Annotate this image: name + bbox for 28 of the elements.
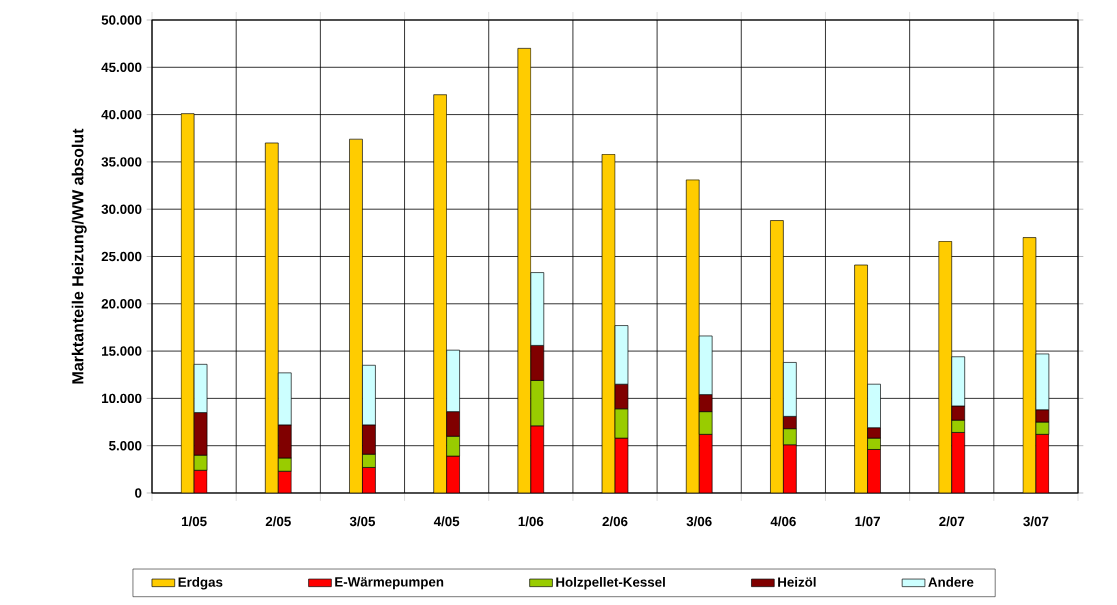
y-tick-label: 5.000 [109,440,142,451]
legend-label: Erdgas [178,577,223,590]
y-axis-title: Marktanteile Heizung/WW absolut [71,128,87,384]
x-tick-label: 2/06 [602,516,628,527]
y-tick-label: 45.000 [101,62,142,73]
y-tick-label: 0 [135,488,142,498]
x-tick-label: 4/06 [770,516,796,527]
y-tick-label: 25.000 [101,251,142,262]
y-tick-label: 20.000 [101,299,142,309]
legend-label: E-Wärmepumpen [335,577,444,590]
x-tick-label: 1/07 [855,516,880,527]
x-tick-label: 1/05 [181,516,207,527]
y-tick-label: 10.000 [102,393,142,404]
x-tick-label: 3/06 [686,516,712,527]
x-tick-label: 4/05 [433,516,460,527]
legend-label: Holzpellet-Kessel [556,577,665,590]
x-tick-label: 2/05 [265,516,291,527]
x-tick-label: 1/06 [518,516,544,527]
y-tick-label: 50.000 [101,15,142,25]
x-tick-label: 3/07 [1023,516,1049,527]
legend-label: Heizöl [778,577,816,587]
x-tick-label: 2/07 [939,516,965,527]
y-tick-label: 35.000 [101,157,142,167]
y-tick-label: 40.000 [101,109,142,120]
legend-label: Andere [928,577,974,587]
x-tick-label: 3/05 [349,516,376,527]
y-tick-label: 15.000 [102,346,142,356]
y-tick-label: 30.000 [101,204,142,214]
